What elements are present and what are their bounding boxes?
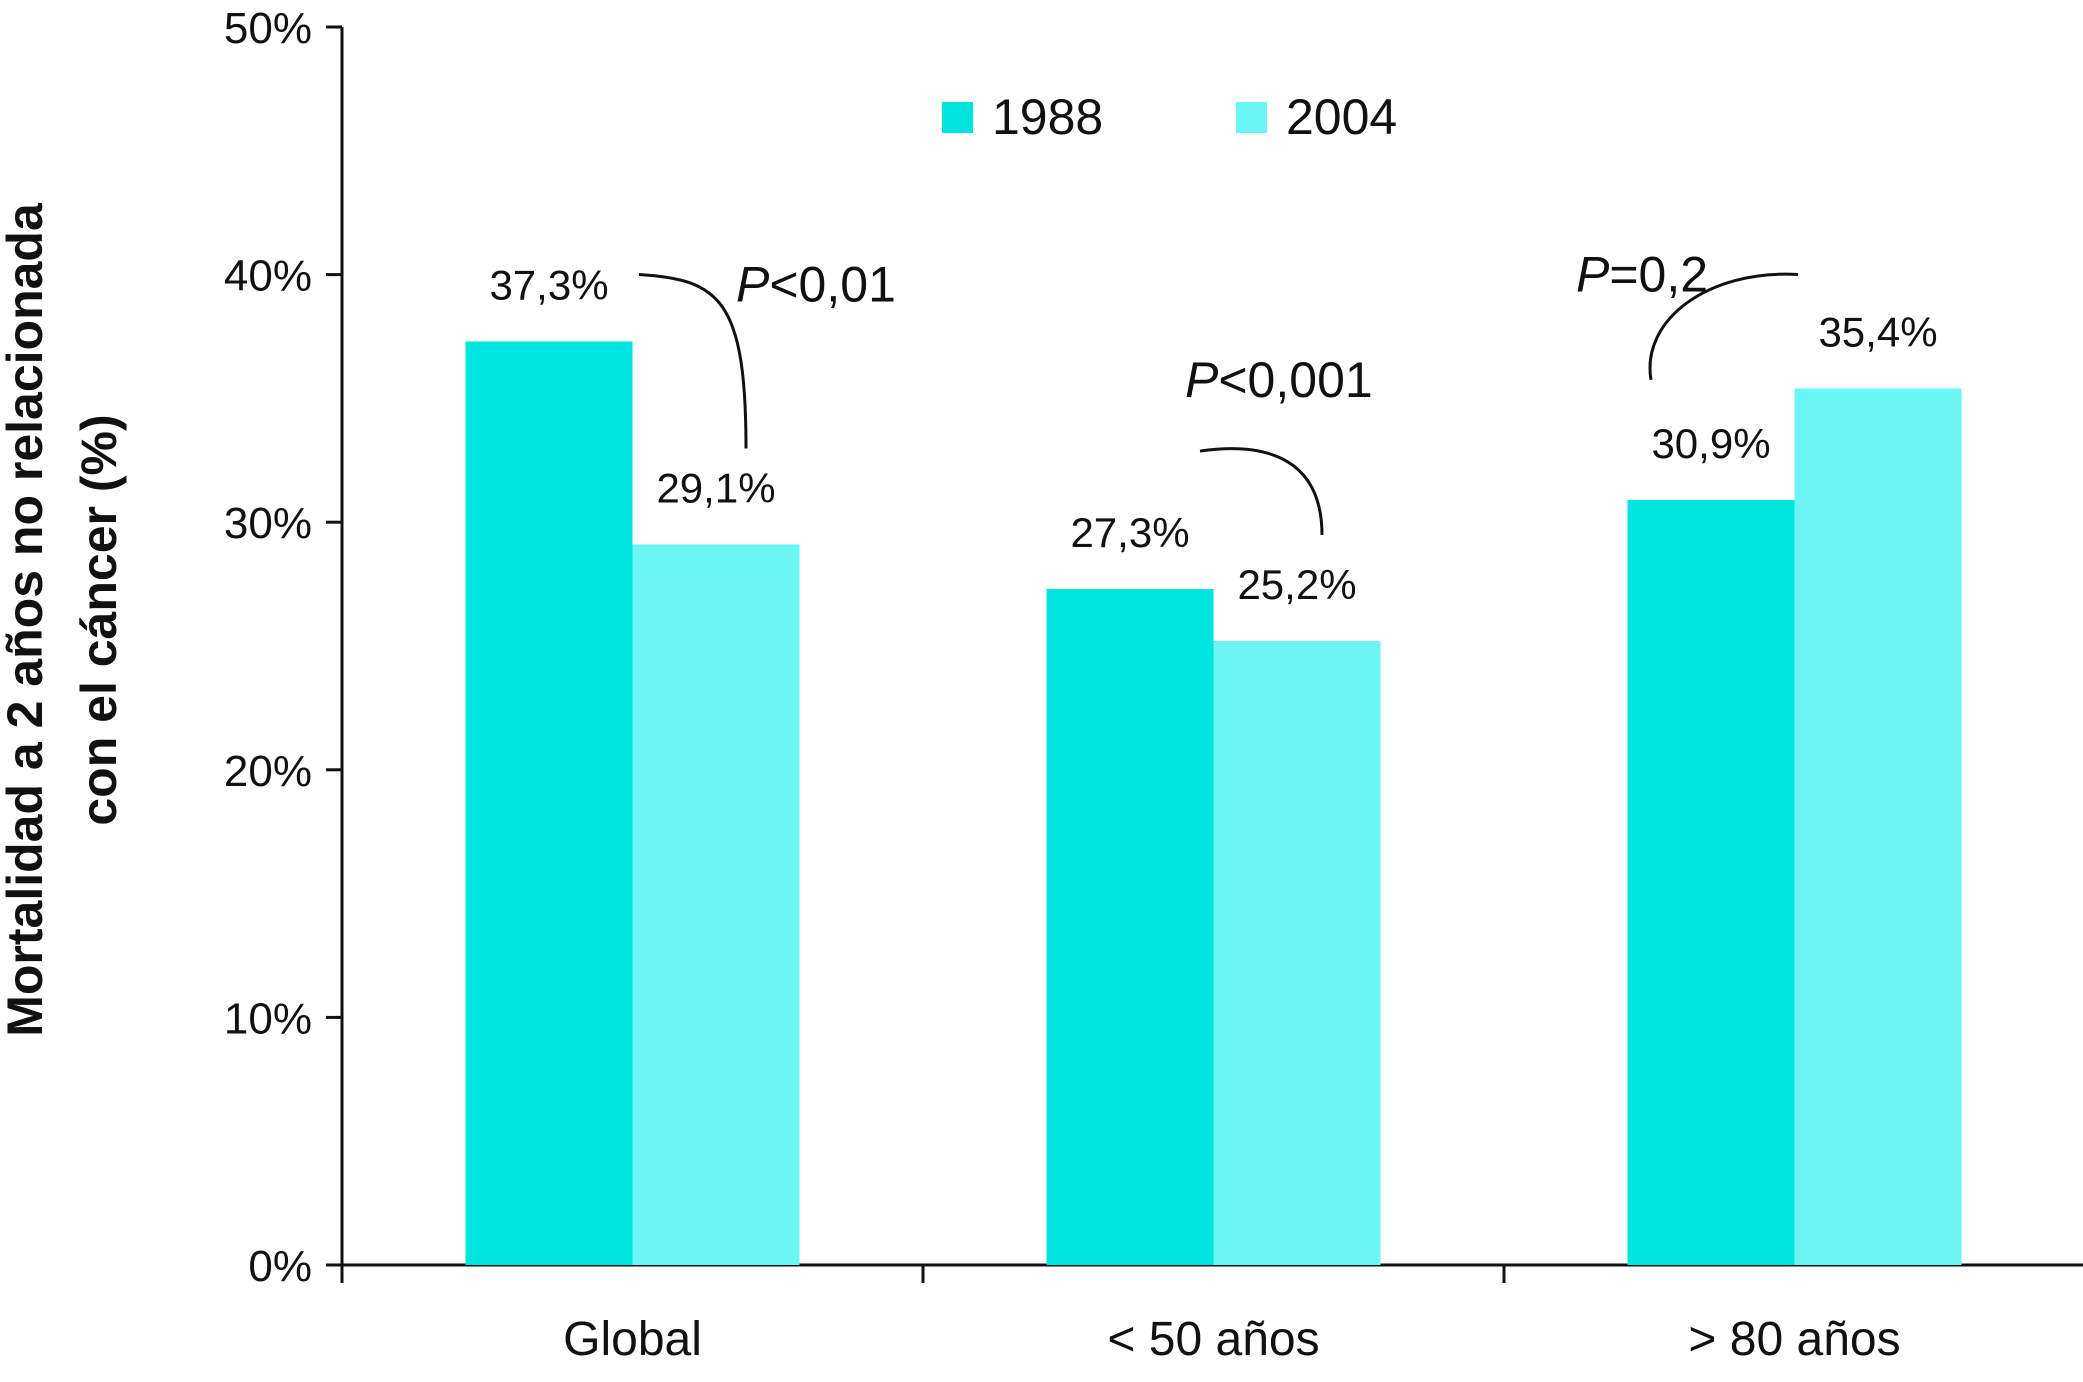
x-category-label: > 80 años xyxy=(1688,1313,1900,1366)
y-tick-label: 40% xyxy=(224,252,312,301)
x-axis: Global < 50 años > 80 años xyxy=(340,1263,2083,1366)
y-axis-label-line-2: con el cáncer (%) xyxy=(71,414,127,825)
p-value-bracket xyxy=(638,272,748,449)
bar xyxy=(1627,499,1795,1265)
data-label: 37,3% xyxy=(489,261,608,308)
data-label: 30,9% xyxy=(1651,420,1770,467)
p-value-text: =0,2 xyxy=(1609,246,1708,302)
p-symbol: P xyxy=(1185,352,1219,408)
data-label: 29,1% xyxy=(656,464,775,511)
bar xyxy=(1046,589,1214,1265)
p-value-label: P=0,2 xyxy=(1576,246,1708,302)
y-axis-label: Mortalidad a 2 años no relacionada con e… xyxy=(0,202,127,1037)
p-value-bracket xyxy=(1199,447,1324,536)
x-category-label: Global xyxy=(563,1313,702,1366)
data-label: 25,2% xyxy=(1237,561,1356,608)
p-symbol: P xyxy=(736,256,770,312)
p-value-text: <0,01 xyxy=(769,256,896,312)
bar xyxy=(1213,641,1381,1265)
p-symbol: P xyxy=(1576,246,1610,302)
x-category-label: < 50 años xyxy=(1107,1313,1319,1366)
p-value-text: <0,001 xyxy=(1218,352,1372,408)
legend-swatch xyxy=(1236,102,1267,133)
data-label: 35,4% xyxy=(1818,308,1937,355)
legend-swatch xyxy=(942,102,973,133)
bars xyxy=(465,341,1962,1266)
data-label: 27,3% xyxy=(1070,509,1189,556)
legend-label: 1988 xyxy=(992,89,1103,145)
y-tick-label: 10% xyxy=(224,994,312,1043)
y-tick-label: 20% xyxy=(224,747,312,796)
y-tick-label: 0% xyxy=(248,1242,312,1291)
bar xyxy=(1794,388,1962,1266)
y-tick-label: 30% xyxy=(224,499,312,548)
bar xyxy=(465,341,633,1265)
y-axis: 0% 10% 20% 30% 40% 50% xyxy=(224,4,344,1291)
p-value-label: P<0,001 xyxy=(1185,352,1373,408)
p-value-label: P<0,01 xyxy=(736,256,896,312)
legend-label: 2004 xyxy=(1286,89,1397,145)
p-value-bracket xyxy=(1648,272,1799,381)
y-tick-label: 50% xyxy=(224,4,312,53)
data-labels: 37,3% 29,1% 27,3% 25,2% 30,9% 35,4% xyxy=(489,261,1937,608)
legend: 1988 2004 xyxy=(942,89,1397,145)
y-axis-label-line-1: Mortalidad a 2 años no relacionada xyxy=(0,202,53,1037)
bar xyxy=(632,544,800,1265)
